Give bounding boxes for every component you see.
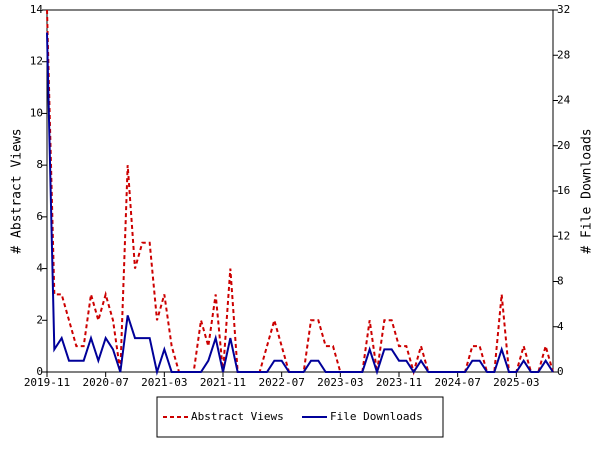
- series-line: [46, 9, 554, 376]
- legend-label: File Downloads: [330, 410, 423, 423]
- y-tick-label: 4: [36, 262, 43, 275]
- y2-tick-label: 24: [557, 94, 571, 107]
- legend-label: Abstract Views: [191, 410, 284, 423]
- y-tick-label: 14: [30, 3, 44, 16]
- x-tick-label: 2022-07: [258, 376, 304, 389]
- y-tick-label: 10: [30, 106, 43, 119]
- y2-tick-label: 16: [557, 184, 570, 197]
- y2-tick-label: 8: [557, 275, 564, 288]
- y-tick-label: 2: [36, 313, 43, 326]
- y-tick-label: 12: [30, 55, 43, 68]
- y2-tick-label: 32: [557, 3, 570, 16]
- y2-tick-label: 4: [557, 320, 564, 333]
- legend-box: [156, 396, 444, 438]
- x-tick-label: 2019-11: [24, 376, 70, 389]
- x-tick-label: 2021-03: [141, 376, 187, 389]
- x-tick-label: 2024-07: [434, 376, 480, 389]
- series-line: [46, 32, 554, 376]
- y-axis-title: # Abstract Views: [10, 128, 25, 253]
- x-tick-label: 2020-07: [82, 376, 128, 389]
- x-tick-label: 2021-11: [200, 376, 246, 389]
- y-tick-label: 6: [36, 210, 43, 223]
- x-tick-label: 2023-11: [376, 376, 422, 389]
- y-tick-label: 0: [36, 365, 43, 378]
- x-tick-label: 2025-03: [493, 376, 539, 389]
- x-tick-label: 2023-03: [317, 376, 363, 389]
- y2-tick-label: 0: [557, 365, 564, 378]
- y2-tick-label: 20: [557, 139, 570, 152]
- y2-tick-label: 12: [557, 229, 570, 242]
- plot-frame: [46, 9, 554, 373]
- y-tick-label: 8: [36, 158, 43, 171]
- y2-tick-label: 28: [557, 48, 570, 61]
- y2-axis-title: # File Downloads: [580, 128, 595, 253]
